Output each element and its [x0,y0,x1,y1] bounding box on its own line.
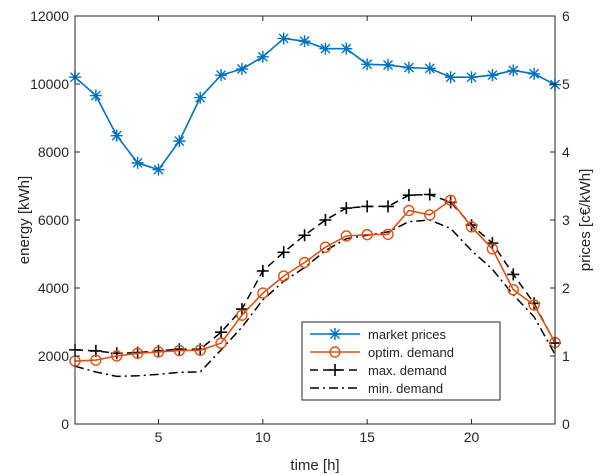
x-tick-label: 20 [464,429,480,445]
legend-entry: market prices [310,327,447,342]
data-point [382,200,395,213]
y-left-tick-label: 0 [61,416,69,432]
y-right-tick-label: 1 [562,348,570,364]
y-right-tick-label: 6 [562,8,570,24]
data-point [298,256,311,269]
y-left-tick-label: 10000 [30,76,69,92]
data-point [319,42,332,55]
y-left-tick-label: 8000 [38,144,69,160]
data-point [402,61,415,74]
data-point [215,326,228,339]
legend-label: max. demand [368,363,447,378]
data-point [486,237,499,250]
data-point [403,204,415,217]
data-point [194,344,206,356]
y-left-tick-label: 2000 [38,348,69,364]
data-point [361,200,374,213]
y-right-tick-label: 4 [562,144,570,160]
legend-entry: max. demand [310,363,447,378]
data-point [402,189,415,202]
data-point [382,58,395,71]
data-point [298,229,311,242]
data-point [89,89,102,102]
x-tick-label: 10 [255,429,271,445]
data-point [277,270,290,282]
legend-marker [329,346,341,358]
legend-label: optim. demand [368,345,454,360]
data-point [319,241,332,253]
data-point [528,299,540,311]
data-point [444,194,457,206]
data-point [235,303,248,316]
data-point [173,135,186,148]
axes-layer: 5 10 15 20 0 2000 4000 6000 8000 10000 12000 0 1 2 3 4 5… [30,8,570,445]
y-right-tick-label: 0 [562,416,570,432]
x-tick-label: 5 [155,429,163,445]
data-point [361,58,374,71]
x-axis-label: time [h] [290,457,339,474]
data-point [507,284,519,296]
data-point [256,265,269,277]
data-point [361,228,373,241]
data-point [528,67,541,80]
data-point [424,209,436,221]
series-line [74,219,556,378]
data-point [444,71,457,84]
data-point [319,214,332,226]
legend-marker [329,364,341,376]
data-point [298,35,311,48]
y-right-tick-label: 2 [562,280,570,296]
series-optim-demand [69,194,561,367]
data-point [340,42,353,55]
data-point [110,129,123,142]
data-point [215,69,228,82]
data-point [152,346,165,358]
data-point [256,50,269,63]
y-right-tick-label: 3 [562,212,570,228]
legend-label: market prices [368,327,447,342]
data-point [236,309,248,321]
data-point [257,287,269,299]
data-point [152,163,165,176]
series-layer [69,32,561,378]
data-point [194,91,207,104]
legend-marker [329,328,341,340]
data-point [423,188,436,201]
legend: market prices optim. demand max. demand min… [301,321,501,401]
data-point [277,246,290,259]
y-left-tick-label: 12000 [30,8,69,24]
data-point [507,268,520,281]
data-point [131,347,144,359]
data-point [340,202,353,215]
y-axis-left-label: energy [kWh] [16,176,33,264]
y-axis-right-label: prices [c€/kWh] [577,169,594,272]
data-point [131,156,144,169]
data-point [507,64,520,77]
data-point [423,62,436,75]
data-point [215,337,227,349]
data-point [465,221,478,233]
data-point [235,63,248,76]
y-right-tick-label: 5 [562,76,570,92]
data-point [173,344,186,357]
data-point [486,243,499,255]
data-point [382,228,394,240]
data-point [486,69,499,82]
data-point [111,350,123,362]
data-point [465,71,478,84]
legend-label: min. demand [368,381,443,396]
x-tick-label: 15 [359,429,375,445]
legend-entry: optim. demand [310,345,454,360]
data-point [340,230,353,242]
data-point [90,354,102,366]
data-point [277,32,290,45]
legend-entry: min. demand [310,381,443,396]
y-left-tick-label: 6000 [38,212,69,228]
y-left-tick-label: 4000 [38,280,69,296]
series-min-demand [74,219,556,378]
